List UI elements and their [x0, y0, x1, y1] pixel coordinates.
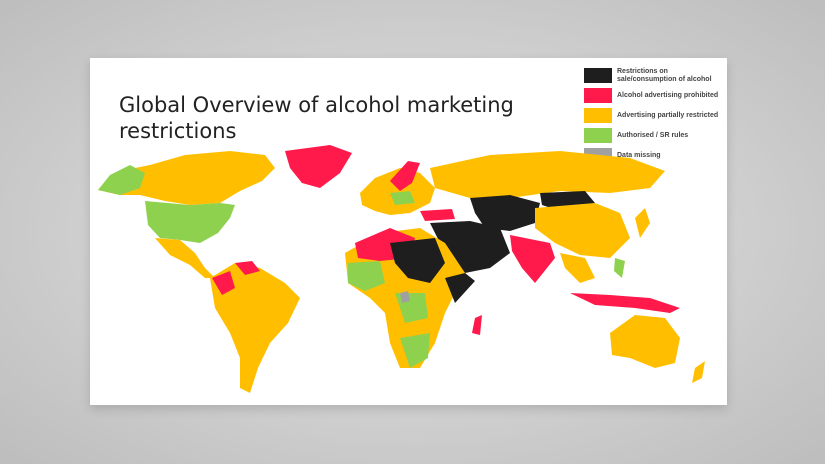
- region-central-europe: [390, 191, 415, 205]
- region-australia: [610, 315, 680, 368]
- region-madagascar: [472, 315, 482, 335]
- region-southeast-asia: [560, 253, 595, 283]
- region-alaska: [98, 165, 145, 195]
- legend-item-sale-restrictions: Restrictions on sale/consumption of alco…: [584, 66, 729, 85]
- legend-item-partial: Advertising partially restricted: [584, 106, 729, 125]
- region-china: [535, 203, 630, 258]
- region-philippines: [614, 258, 625, 278]
- region-turkey: [420, 209, 455, 221]
- region-alaska-canada: [98, 151, 275, 205]
- region-new-zealand: [692, 361, 705, 383]
- region-west-africa: [348, 261, 385, 291]
- region-horn: [445, 273, 475, 303]
- region-japan: [635, 208, 650, 238]
- region-indonesia: [570, 293, 680, 313]
- region-greenland: [285, 145, 352, 188]
- legend-swatch: [584, 128, 612, 143]
- legend-swatch: [584, 88, 612, 103]
- slide: Global Overview of alcohol marketing res…: [90, 58, 727, 405]
- page-title: Global Overview of alcohol marketing res…: [119, 93, 514, 143]
- legend-item-prohibited: Alcohol advertising prohibited: [584, 86, 729, 105]
- region-usa: [145, 201, 235, 243]
- region-india: [510, 235, 555, 283]
- region-mexico-central: [155, 238, 215, 278]
- legend-swatch: [584, 68, 612, 83]
- region-colombia: [212, 271, 235, 295]
- region-venezuela: [235, 261, 260, 275]
- region-south-america: [210, 263, 300, 393]
- region-sahel: [390, 238, 445, 283]
- region-middle-east: [430, 221, 510, 273]
- world-map: [98, 145, 705, 393]
- legend-swatch: [584, 108, 612, 123]
- region-europe: [360, 168, 435, 215]
- region-scandinavia: [390, 161, 420, 191]
- region-russia: [430, 151, 665, 198]
- region-data-missing: [400, 291, 410, 303]
- region-southern-africa: [400, 333, 430, 368]
- legend-item-authorised: Authorised / SR rules: [584, 126, 729, 145]
- region-central-asia: [470, 195, 540, 231]
